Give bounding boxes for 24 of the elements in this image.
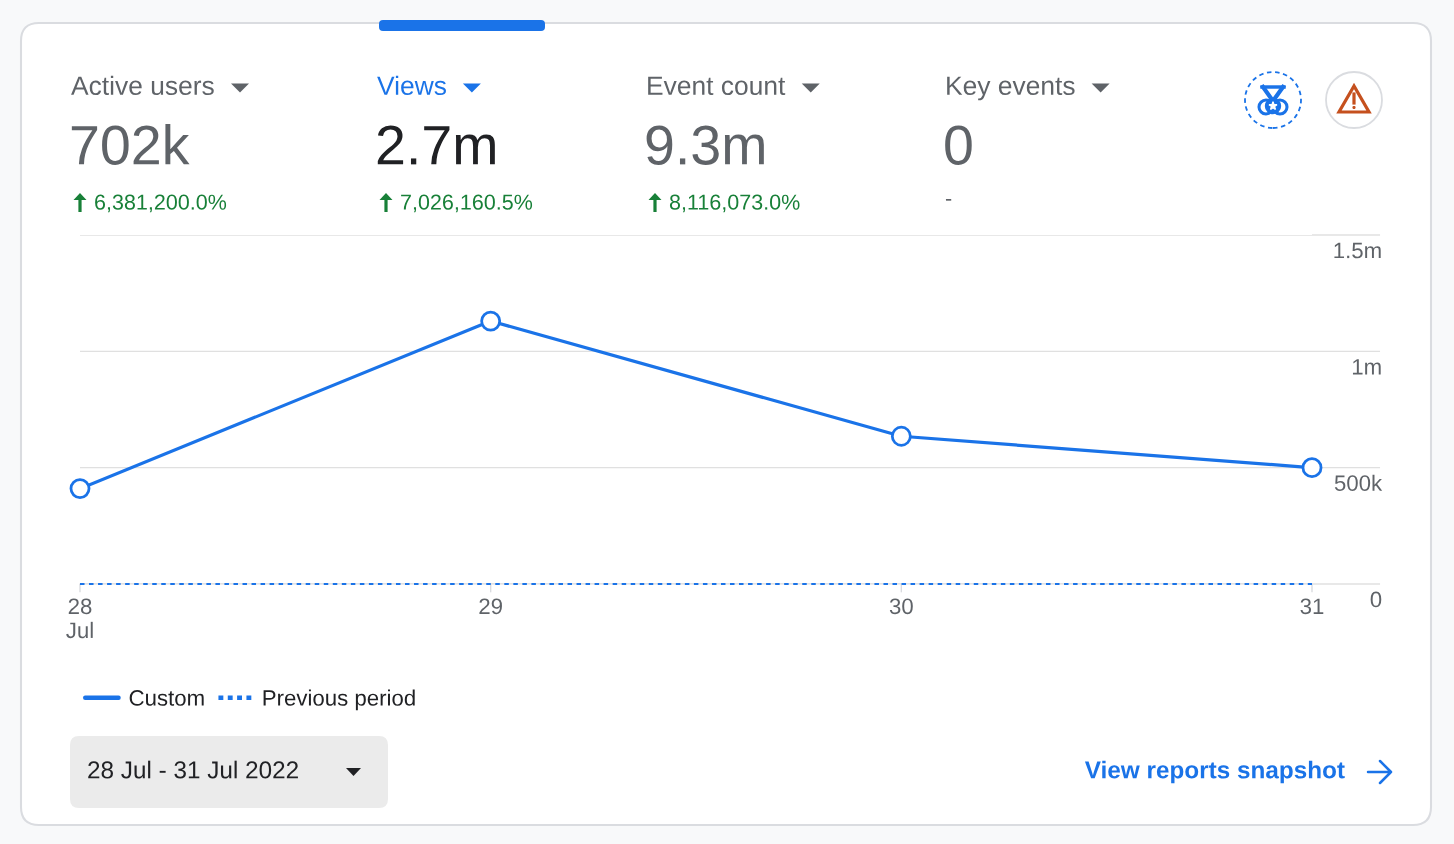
text: Active users [71,75,214,96]
text: Key events [947,76,1075,101]
text: 0 [945,125,972,165]
x-tick-label: 29 [479,598,502,615]
legend-label: Custom [129,690,204,706]
y-tick-label: 1.5m [1334,242,1381,259]
y-tick-label: 500k [1334,474,1383,491]
text: - [945,199,952,201]
text: View reports snapshot [1084,760,1345,784]
x-tick-label: 28 Jul [66,598,93,639]
text: Event count [648,76,786,96]
text: 6,381,200.0% [95,194,227,213]
text: Views [377,75,446,96]
text: 28 Jul - 31 Jul 2022 [88,760,298,779]
text: 9.3m [646,125,764,165]
text: 7,026,160.5% [401,194,533,213]
y-tick-label: 1m [1352,359,1381,375]
legend-label: Previous period [263,689,415,711]
y-tick-label: 0 [1370,591,1382,608]
text: 702k [71,124,190,165]
x-tick-label: 30 [889,598,913,615]
text: 8,116,073.0% [669,194,800,213]
text: 2.7m [377,125,495,165]
x-tick-label: 31 [1300,598,1324,615]
